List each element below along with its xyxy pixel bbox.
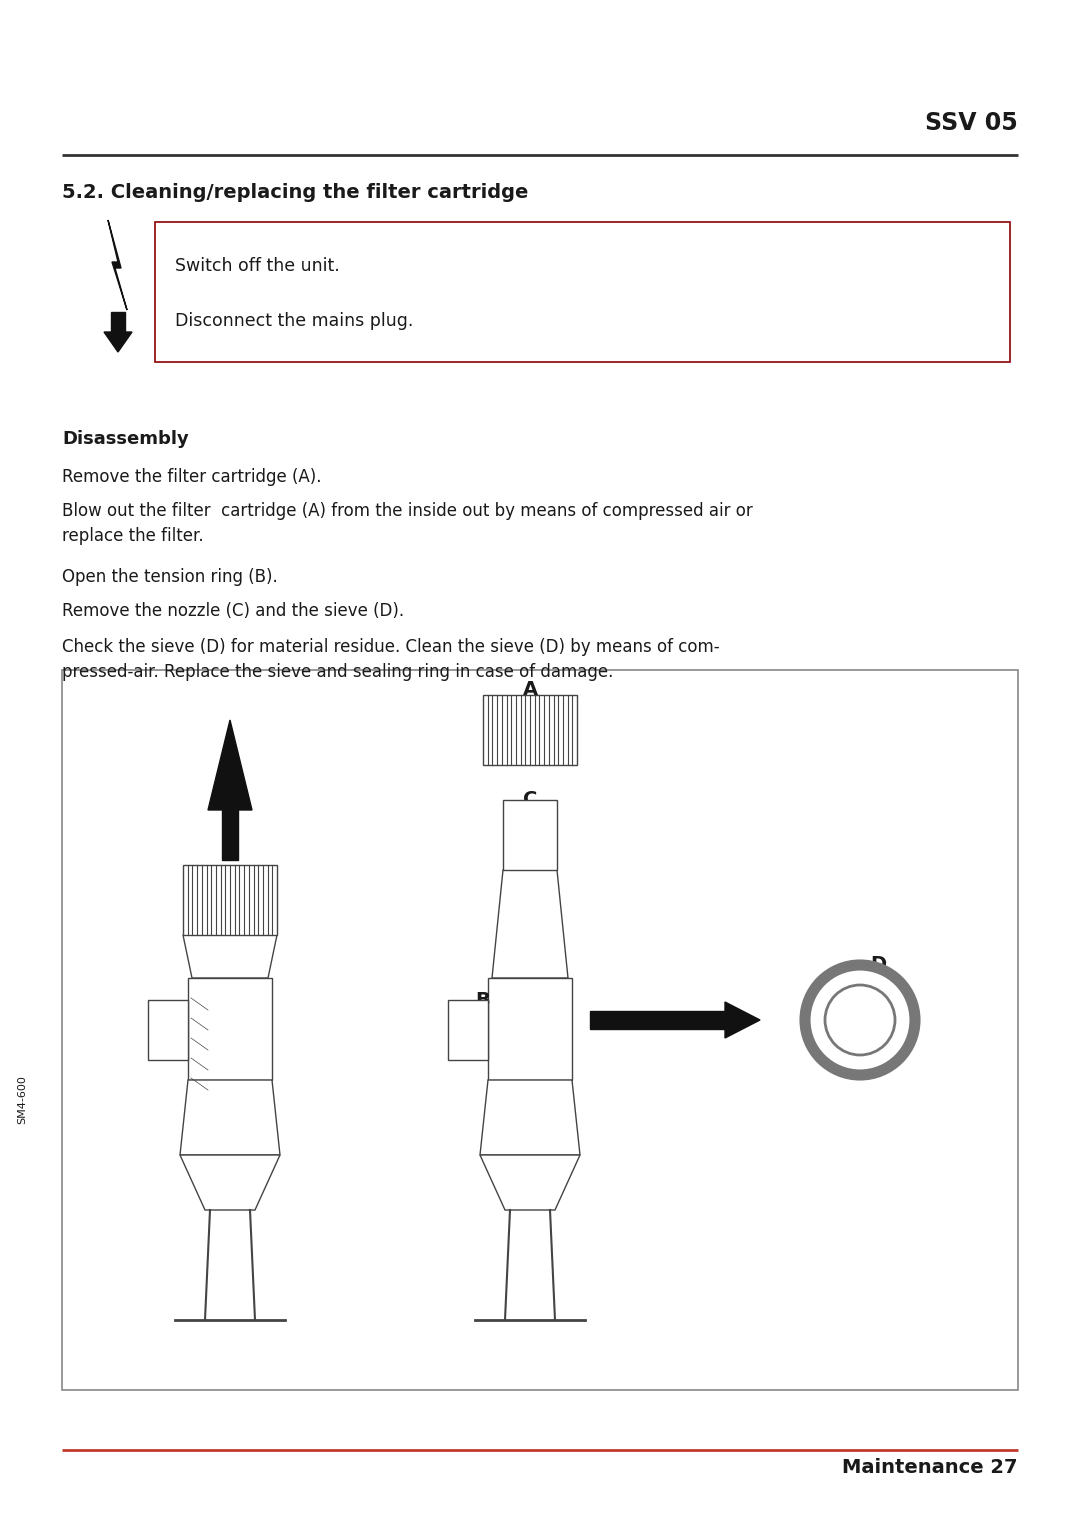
Text: Open the tension ring (B).: Open the tension ring (B). [62,567,278,586]
Polygon shape [111,313,125,332]
Text: A: A [523,680,538,698]
Polygon shape [183,935,276,978]
Polygon shape [180,1080,280,1154]
Text: D: D [870,955,886,974]
Text: Switch off the unit.: Switch off the unit. [175,258,340,274]
Polygon shape [590,1011,725,1029]
Polygon shape [492,869,568,978]
Text: Maintenance 27: Maintenance 27 [842,1458,1018,1478]
Text: Disassembly: Disassembly [62,430,189,448]
Text: C: C [523,790,537,808]
Bar [188,978,272,1080]
Bar [156,223,1010,361]
Bar [148,1000,188,1060]
Bar [183,865,276,935]
Text: Blow out the filter  cartridge (A) from the inside out by means of compressed ai: Blow out the filter cartridge (A) from t… [62,502,753,544]
Polygon shape [480,1080,580,1154]
Polygon shape [222,810,238,860]
Bar [62,669,1018,1389]
Polygon shape [480,1154,580,1209]
Bar [488,978,572,1080]
Bar [483,695,577,766]
Text: Check the sieve (D) for material residue. Clean the sieve (D) by means of com-
p: Check the sieve (D) for material residue… [62,637,719,682]
Text: 5.2. Cleaning/replacing the filter cartridge: 5.2. Cleaning/replacing the filter cartr… [62,183,528,201]
Text: SM4-600: SM4-600 [17,1075,27,1124]
Text: SSV 05: SSV 05 [926,111,1018,136]
Polygon shape [108,220,127,310]
Polygon shape [180,1154,280,1209]
Bar [503,801,557,869]
Text: B: B [475,991,489,1010]
Polygon shape [208,720,252,810]
Bar [448,1000,488,1060]
Text: Remove the nozzle (C) and the sieve (D).: Remove the nozzle (C) and the sieve (D). [62,602,404,621]
Text: Disconnect the mains plug.: Disconnect the mains plug. [175,313,414,329]
Polygon shape [104,332,132,352]
Polygon shape [725,1002,760,1039]
Text: Remove the filter cartridge (A).: Remove the filter cartridge (A). [62,468,322,486]
